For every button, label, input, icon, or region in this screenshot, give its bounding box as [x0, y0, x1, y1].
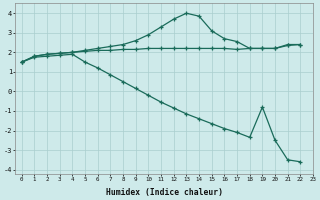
X-axis label: Humidex (Indice chaleur): Humidex (Indice chaleur)	[106, 188, 223, 197]
